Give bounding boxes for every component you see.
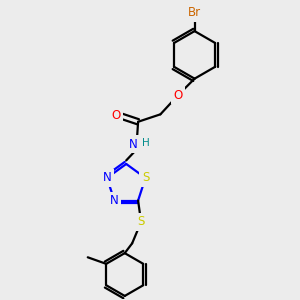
Text: N: N — [129, 138, 137, 151]
Text: O: O — [174, 88, 183, 101]
Text: Br: Br — [188, 6, 201, 19]
Text: N: N — [103, 171, 111, 184]
Text: S: S — [142, 171, 149, 184]
Text: O: O — [111, 109, 120, 122]
Text: N: N — [110, 194, 119, 207]
Text: S: S — [137, 215, 145, 228]
Text: H: H — [142, 138, 150, 148]
